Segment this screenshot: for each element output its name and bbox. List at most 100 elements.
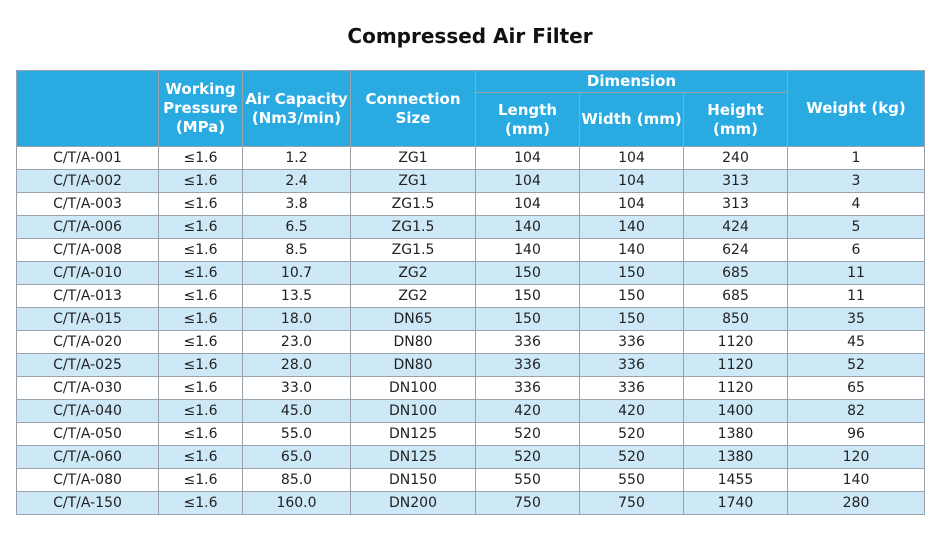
header-air-capacity: Air Capacity (Nm3/min)	[242, 70, 351, 147]
weight-cell: 45	[787, 330, 925, 354]
width-cell: 336	[579, 330, 684, 354]
pressure-cell: ≤1.6	[158, 192, 243, 216]
height-cell: 240	[683, 146, 788, 170]
connection-cell: DN80	[350, 330, 476, 354]
length-cell: 520	[475, 445, 580, 469]
model-cell: C/T/A-025	[16, 353, 159, 377]
capacity-cell: 85.0	[242, 468, 351, 492]
weight-cell: 1	[787, 146, 925, 170]
model-cell: C/T/A-003	[16, 192, 159, 216]
weight-cell: 35	[787, 307, 925, 331]
table-row: C/T/A-020 ≤1.6 23.0 DN80 336 336 1120 45	[16, 330, 925, 354]
header-dimension: Dimension	[475, 70, 788, 93]
capacity-cell: 23.0	[242, 330, 351, 354]
pressure-cell: ≤1.6	[158, 468, 243, 492]
header-connection-size: Connection Size	[350, 70, 476, 147]
header-weight: Weight (kg)	[787, 70, 925, 147]
table-row: C/T/A-006 ≤1.6 6.5 ZG1.5 140 140 424 5	[16, 215, 925, 239]
model-cell: C/T/A-080	[16, 468, 159, 492]
weight-cell: 65	[787, 376, 925, 400]
height-cell: 850	[683, 307, 788, 331]
table-header: Working Pressure (MPa) Air Capacity (Nm3…	[16, 70, 925, 147]
pressure-cell: ≤1.6	[158, 422, 243, 446]
connection-cell: ZG1.5	[350, 238, 476, 262]
pressure-cell: ≤1.6	[158, 146, 243, 170]
pressure-cell: ≤1.6	[158, 215, 243, 239]
height-cell: 1380	[683, 422, 788, 446]
length-cell: 104	[475, 146, 580, 170]
connection-cell: ZG1	[350, 169, 476, 193]
weight-cell: 11	[787, 284, 925, 308]
connection-cell: DN65	[350, 307, 476, 331]
table-body: C/T/A-001 ≤1.6 1.2 ZG1 104 104 240 1 C/T/A-002 ≤1…	[16, 146, 925, 515]
connection-cell: DN150	[350, 468, 476, 492]
model-cell: C/T/A-002	[16, 169, 159, 193]
width-cell: 336	[579, 353, 684, 377]
table-row: C/T/A-001 ≤1.6 1.2 ZG1 104 104 240 1	[16, 146, 925, 170]
pressure-cell: ≤1.6	[158, 445, 243, 469]
width-cell: 104	[579, 146, 684, 170]
capacity-cell: 45.0	[242, 399, 351, 423]
height-cell: 685	[683, 284, 788, 308]
model-cell: C/T/A-020	[16, 330, 159, 354]
capacity-cell: 8.5	[242, 238, 351, 262]
capacity-cell: 65.0	[242, 445, 351, 469]
model-cell: C/T/A-060	[16, 445, 159, 469]
width-cell: 520	[579, 445, 684, 469]
capacity-cell: 160.0	[242, 491, 351, 515]
length-cell: 750	[475, 491, 580, 515]
model-cell: C/T/A-015	[16, 307, 159, 331]
pressure-cell: ≤1.6	[158, 169, 243, 193]
table-row: C/T/A-013 ≤1.6 13.5 ZG2 150 150 685 11	[16, 284, 925, 308]
weight-cell: 280	[787, 491, 925, 515]
connection-cell: DN100	[350, 376, 476, 400]
height-cell: 1455	[683, 468, 788, 492]
width-cell: 150	[579, 307, 684, 331]
table-row: C/T/A-008 ≤1.6 8.5 ZG1.5 140 140 624 6	[16, 238, 925, 262]
width-cell: 550	[579, 468, 684, 492]
length-cell: 104	[475, 169, 580, 193]
connection-cell: DN200	[350, 491, 476, 515]
model-cell: C/T/A-030	[16, 376, 159, 400]
length-cell: 140	[475, 238, 580, 262]
capacity-cell: 33.0	[242, 376, 351, 400]
height-cell: 1120	[683, 376, 788, 400]
length-cell: 150	[475, 284, 580, 308]
length-cell: 150	[475, 261, 580, 285]
table-row: C/T/A-150 ≤1.6 160.0 DN200 750 750 1740 280	[16, 491, 925, 515]
weight-cell: 52	[787, 353, 925, 377]
header-length: Length (mm)	[475, 92, 580, 147]
width-cell: 520	[579, 422, 684, 446]
pressure-cell: ≤1.6	[158, 238, 243, 262]
pressure-cell: ≤1.6	[158, 261, 243, 285]
header-working-pressure: Working Pressure (MPa)	[158, 70, 243, 147]
width-cell: 420	[579, 399, 684, 423]
width-cell: 336	[579, 376, 684, 400]
model-cell: C/T/A-006	[16, 215, 159, 239]
model-cell: C/T/A-150	[16, 491, 159, 515]
height-cell: 1400	[683, 399, 788, 423]
model-cell: C/T/A-001	[16, 146, 159, 170]
height-cell: 1380	[683, 445, 788, 469]
length-cell: 336	[475, 330, 580, 354]
connection-cell: ZG2	[350, 284, 476, 308]
header-height: Height (mm)	[683, 92, 788, 147]
table-row: C/T/A-050 ≤1.6 55.0 DN125 520 520 1380 96	[16, 422, 925, 446]
connection-cell: ZG1.5	[350, 215, 476, 239]
height-cell: 424	[683, 215, 788, 239]
pressure-cell: ≤1.6	[158, 491, 243, 515]
model-cell: C/T/A-008	[16, 238, 159, 262]
width-cell: 140	[579, 215, 684, 239]
table-row: C/T/A-002 ≤1.6 2.4 ZG1 104 104 313 3	[16, 169, 925, 193]
capacity-cell: 28.0	[242, 353, 351, 377]
header-model	[16, 70, 159, 147]
table-row: C/T/A-060 ≤1.6 65.0 DN125 520 520 1380 120	[16, 445, 925, 469]
page-title: Compressed Air Filter	[347, 24, 593, 48]
weight-cell: 82	[787, 399, 925, 423]
capacity-cell: 1.2	[242, 146, 351, 170]
table-row: C/T/A-080 ≤1.6 85.0 DN150 550 550 1455 140	[16, 468, 925, 492]
spec-table: Working Pressure (MPa) Air Capacity (Nm3…	[16, 70, 925, 515]
height-cell: 1120	[683, 353, 788, 377]
connection-cell: ZG1	[350, 146, 476, 170]
width-cell: 104	[579, 192, 684, 216]
